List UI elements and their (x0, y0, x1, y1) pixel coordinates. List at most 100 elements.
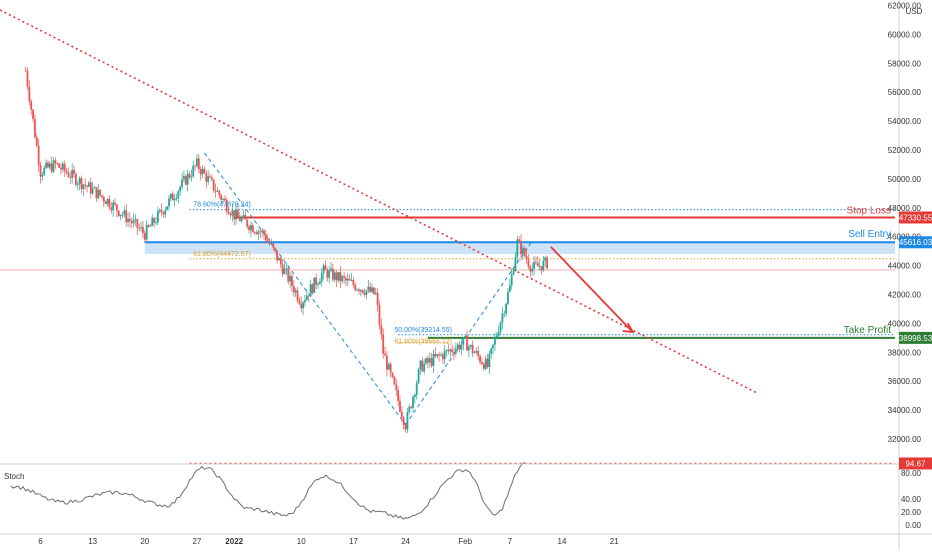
x-tick-label: 20 (140, 537, 149, 546)
candle-body (406, 412, 409, 430)
candle-body (158, 209, 161, 212)
sell-entry-badge-bg (899, 236, 932, 249)
y-tick-label: 38000.00 (888, 348, 922, 357)
candle-body (441, 354, 444, 360)
candle-body (501, 313, 504, 323)
candle-body (449, 349, 452, 352)
candle-body (220, 195, 223, 200)
candle-body (233, 210, 236, 220)
candle-body (160, 209, 163, 213)
candle-body (376, 292, 379, 306)
candle-body (238, 216, 241, 222)
candle-body (61, 163, 64, 170)
candle-body (190, 176, 193, 178)
fib-lower-label: 61.80%(44472.57) (193, 251, 251, 258)
candle-body (227, 211, 230, 214)
candle-body (261, 230, 264, 232)
candle-body (333, 272, 336, 280)
sell-entry-badge: 45616.03 (899, 238, 932, 247)
candle-body (142, 227, 144, 233)
candle-body (412, 396, 414, 408)
take-profit-badge: 38998.53 (899, 334, 932, 343)
candle-body (114, 202, 116, 205)
candle-body (138, 227, 141, 229)
candle-body (361, 289, 364, 293)
x-tick-label: 13 (88, 537, 97, 546)
candle-body (276, 250, 278, 261)
y-tick-label: 50000.00 (888, 175, 922, 184)
candle-body (497, 332, 500, 336)
candle-body (540, 266, 543, 271)
projection-arrowhead (622, 322, 635, 334)
candle-body (26, 70, 29, 87)
candle-body (372, 287, 375, 294)
candle-body (257, 231, 260, 235)
candle-body (523, 248, 526, 257)
candle-body (516, 239, 519, 257)
candle-body (24, 70, 27, 72)
candle-body (246, 219, 249, 227)
candle-body (311, 284, 314, 293)
candle-body (436, 354, 439, 357)
stoch-label: Stoch (4, 472, 24, 481)
candle-body (175, 197, 178, 200)
candle-body (48, 163, 51, 168)
stoch-line (10, 461, 526, 520)
candle-body (380, 325, 383, 335)
candle-body (343, 276, 345, 278)
candle-body (291, 276, 293, 286)
candle-body (162, 212, 165, 215)
candle-body (218, 190, 221, 196)
candle-body (356, 289, 359, 291)
candle-body (32, 109, 34, 120)
candle-body (378, 305, 381, 326)
candle-body (400, 411, 403, 418)
candle-body (352, 280, 355, 285)
candle-body (112, 202, 115, 211)
stop-loss-label: Stop Loss (847, 205, 891, 216)
candle-body (544, 257, 547, 261)
candle-body (386, 355, 388, 370)
candle-body (382, 334, 385, 354)
candle-body (270, 243, 273, 245)
candle-body (432, 353, 435, 366)
candle-body (462, 337, 465, 345)
stoch-value-badge: 94.67 (905, 459, 926, 468)
candle-body (397, 389, 399, 401)
candle-body (56, 163, 59, 164)
candle-body (447, 349, 450, 352)
candle-body (39, 164, 42, 177)
candle-body (542, 260, 545, 271)
candle-body (99, 189, 101, 196)
candle-body (324, 265, 327, 271)
candle-body (393, 376, 396, 385)
candle-body (499, 322, 502, 333)
fib-swing-up-line (405, 240, 533, 425)
candle-body (86, 185, 88, 187)
candle-body (531, 268, 534, 272)
candle-body (494, 337, 496, 345)
candle-body (415, 383, 418, 395)
y-tick-label: 48000.00 (888, 204, 922, 213)
x-tick-label: 6 (38, 537, 43, 546)
candle-body (106, 198, 109, 205)
candle-body (268, 241, 271, 245)
candle-body (212, 179, 215, 191)
y-tick-label: 42000.00 (888, 291, 922, 300)
candle-body (335, 272, 338, 281)
candle-body (82, 184, 85, 189)
candle-body (263, 230, 265, 235)
candle-body (354, 284, 357, 290)
candle-body (391, 372, 394, 377)
candle-body (171, 193, 174, 201)
candle-body (399, 400, 401, 412)
candle-body (464, 336, 467, 338)
candle-body (546, 257, 548, 269)
candle-body (54, 160, 57, 164)
candle-body (408, 406, 411, 413)
candle-body (315, 277, 318, 286)
candle-body (387, 364, 390, 370)
